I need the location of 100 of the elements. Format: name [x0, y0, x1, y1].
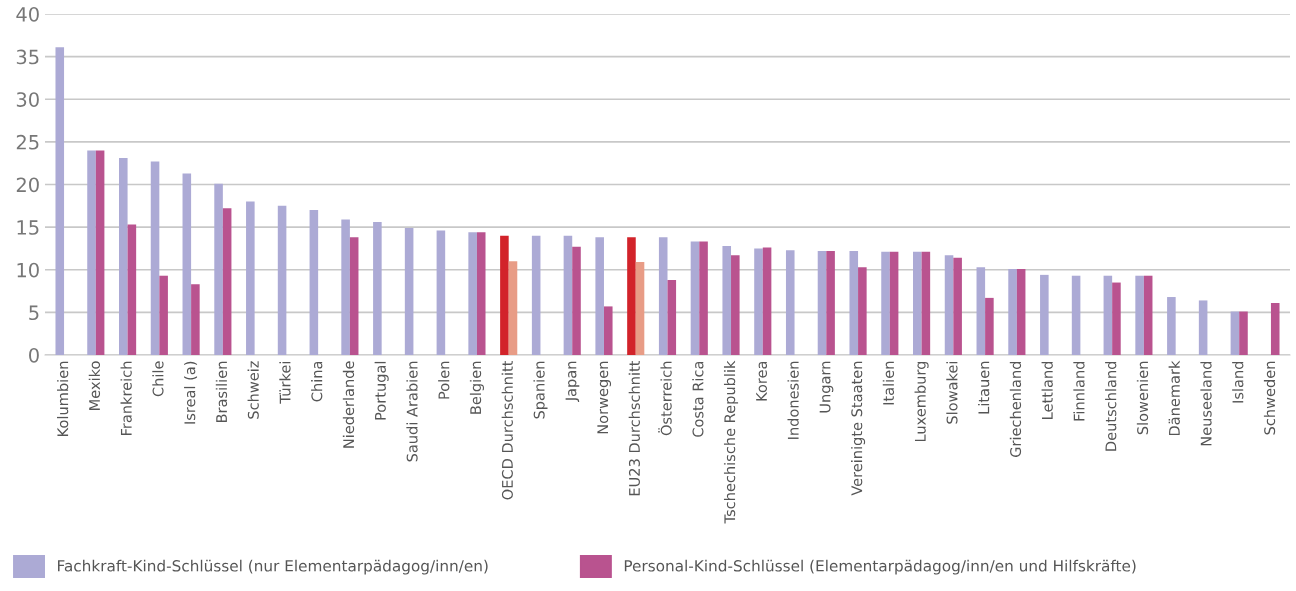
bar [658, 237, 668, 355]
bar [95, 150, 105, 355]
bar [182, 173, 192, 355]
bar [1103, 275, 1113, 355]
x-tick-label: Belgien [469, 361, 484, 414]
x-tick-label: Spanien [533, 361, 548, 419]
bar [1143, 275, 1153, 355]
y-tick-label: 25 [16, 134, 39, 150]
bar [1230, 311, 1240, 355]
bar [1040, 274, 1049, 355]
bar [150, 161, 160, 355]
x-tick-label: Korea [756, 361, 768, 401]
bar [349, 237, 359, 355]
y-tick-label: 5 [29, 305, 39, 321]
bar [595, 237, 604, 355]
bar [191, 284, 200, 355]
x-tick-label: Finnland [1073, 361, 1085, 421]
bar [1167, 297, 1176, 355]
bar [563, 235, 573, 355]
x-tick-label: Polen [438, 361, 450, 399]
x-tick-label: OECD Durchschnitt [501, 360, 513, 500]
x-tick-label: Schweiz [247, 361, 259, 419]
bar [953, 257, 962, 355]
bar [826, 251, 835, 355]
x-tick-label: China [311, 361, 323, 402]
bar [1270, 303, 1280, 355]
bar [476, 232, 486, 355]
y-tick-label: 40 [16, 6, 39, 22]
x-tick-label: Isreal (a) [184, 361, 198, 424]
bar [817, 251, 827, 355]
x-tick-label: Litauen [978, 361, 990, 414]
x-tick-label: Costa Rica [692, 361, 704, 437]
bar [468, 232, 477, 355]
bar [500, 235, 509, 355]
x-tick-label: Ungarn [819, 361, 834, 413]
x-tick-label: Portugal [374, 361, 389, 420]
x-tick-label: Dänemark [1168, 360, 1180, 436]
bar [1112, 282, 1121, 355]
bar [635, 262, 645, 355]
y-tick-label: 15 [17, 220, 39, 235]
bar [881, 251, 890, 355]
x-tick-label: Griechenland [1009, 361, 1022, 458]
bar [1135, 275, 1144, 355]
bar [436, 230, 446, 355]
x-tick-label: Slowenien [1136, 361, 1149, 435]
x-tick-label: Mexiko [88, 361, 101, 410]
bar [762, 247, 772, 355]
x-tick-label: Indonesien [787, 361, 799, 439]
bar [531, 235, 541, 355]
x-tick-label: Türkei [279, 361, 291, 404]
x-tick-label: Vereinigte Staaten [851, 361, 866, 496]
bar [127, 224, 137, 355]
x-tick-label: Lettland [1041, 361, 1053, 419]
bar [214, 183, 223, 355]
x-tick-label: Schweden [1263, 361, 1276, 435]
bar [1008, 268, 1017, 355]
y-tick-label: 35 [16, 49, 39, 65]
x-tick-label: Italien [882, 361, 895, 405]
bar [699, 241, 708, 355]
bar [785, 250, 795, 355]
y-tick-label: 20 [16, 177, 39, 193]
y-tick-label: 30 [16, 92, 39, 107]
y-tick-label: 10 [17, 262, 39, 278]
bar [913, 251, 922, 355]
bar [159, 275, 168, 355]
x-tick-label: Niederlande [342, 361, 355, 448]
bar [627, 237, 636, 355]
x-tick-label: Kolumbien [57, 361, 69, 436]
bar [731, 255, 740, 355]
bar [87, 150, 96, 355]
bar [404, 227, 414, 355]
bar [603, 306, 613, 355]
x-tick-label: Island [1232, 361, 1244, 403]
bar [722, 245, 732, 355]
bar [119, 158, 128, 355]
bar [277, 205, 287, 355]
bar [754, 248, 763, 355]
x-tick-label: Japan [565, 361, 580, 402]
bar [985, 297, 994, 355]
bar [309, 210, 319, 355]
x-tick-label: Norwegen [597, 361, 612, 434]
bar [944, 255, 954, 355]
x-tick-label: Tschechische Republik [723, 360, 739, 524]
bar [55, 47, 65, 355]
x-tick-label: Luxemburg [914, 361, 929, 442]
x-tick-label: Slowakei [946, 361, 958, 424]
x-tick-label: Chile [152, 361, 164, 397]
bar [849, 251, 859, 355]
x-tick-label: Brasilien [215, 361, 228, 423]
bar [1239, 311, 1248, 355]
x-tick-label: Saudi Arabien [406, 361, 418, 462]
x-tick-label: Frankreich [120, 361, 132, 436]
legend-label: Personal-Kind-Schlüssel (Elementarpädagog/inn/en und Hilfskräfte) [624, 559, 1136, 575]
bar [858, 267, 867, 355]
bar [921, 251, 931, 355]
x-tick-label: EU23 Durchschnitt [628, 360, 640, 496]
bar [1016, 268, 1026, 355]
bar [572, 246, 581, 355]
bar [222, 208, 232, 355]
bar [667, 279, 677, 355]
